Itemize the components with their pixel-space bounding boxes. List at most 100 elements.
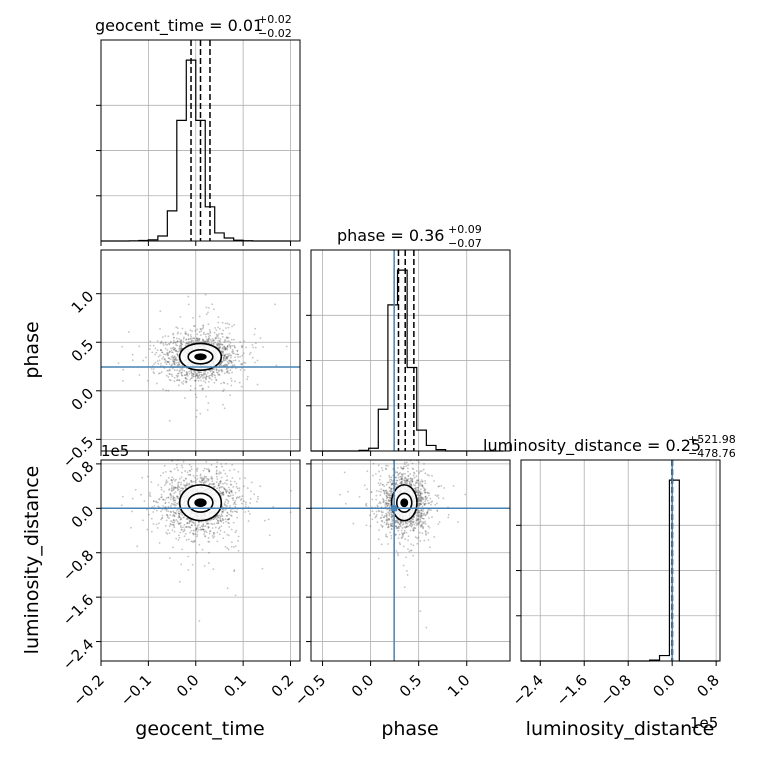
scatter-point [186,526,188,528]
scatter-point [376,504,379,507]
scatter-point [244,477,246,479]
scatter-point [389,494,391,497]
scatter-point [212,568,215,571]
scatter-point [389,531,392,534]
scatter-point [192,373,195,376]
scatter-point [171,523,174,526]
scatter-point [421,480,423,483]
scatter-point [165,513,168,516]
scatter-point [184,477,187,480]
scatter-point [218,489,221,492]
scatter-point [186,521,189,524]
scatter-point [196,333,198,336]
scatter-point [390,482,393,485]
scatter-point [231,349,234,351]
scatter-point [172,518,175,521]
scatter-point [175,518,178,521]
scatter-point [385,512,388,515]
scatter-point [202,339,205,341]
scatter-point [232,359,235,362]
scatter-point [202,477,204,480]
scatter-point [180,489,183,492]
scatter-point [215,343,218,346]
scatter-point [205,480,208,482]
scatter-point [222,359,225,362]
scatter-point [196,535,198,538]
scatter-point [377,464,380,467]
scatter-point [180,528,183,531]
scatter-point [160,510,162,513]
scatter-point [192,474,195,477]
scatter-point [195,527,198,530]
scatter-point [385,535,387,538]
scatter-point [220,349,222,352]
scatter-point [172,524,175,527]
scatter-point [380,511,383,514]
scatter-point [216,522,218,524]
scatter-point [424,496,427,499]
scatter-point [234,500,237,502]
scatter-point [214,485,216,488]
scatter-point [232,486,235,488]
scatter-point [196,467,199,470]
scatter-point [196,409,198,412]
scatter-point [211,527,214,529]
scatter-point [254,361,256,364]
scatter-point [227,336,230,339]
scatter-point [386,536,389,538]
scatter-point [413,476,416,479]
scatter-point [202,326,205,329]
scatter-point [437,523,440,526]
scatter-point [385,464,388,467]
scatter-point [164,341,167,344]
scatter-point [399,525,402,528]
scatter-point [197,371,200,373]
scatter-point [165,481,168,483]
scatter-point [380,488,382,491]
scatter-point [185,373,188,376]
scatter-point [402,467,405,470]
scatter-point [391,483,394,486]
scatter-point [205,338,208,341]
scatter-point [189,385,192,387]
scatter-point [228,353,231,355]
scatter-point [229,356,232,359]
scatter-point [172,546,174,549]
scatter-point [201,478,204,481]
scatter-point [230,384,233,387]
scatter-point [385,519,388,522]
scatter-point [198,543,201,546]
scatter-point [218,374,221,376]
scatter-point [221,510,224,513]
scatter-point [215,337,218,339]
scatter-point [400,475,403,478]
scatter-point [208,483,211,486]
scatter-point [231,510,234,513]
scatter-point [224,348,227,350]
scatter-point [285,345,288,348]
scatter-point [174,358,177,361]
scatter-point [200,481,203,484]
scatter-point [177,481,180,484]
scatter-point [212,483,215,486]
scatter-point [406,482,409,484]
scatter-point [231,491,233,494]
scatter-point [391,483,394,486]
scatter-point [414,487,417,490]
scatter-point [267,518,270,521]
scatter-point [223,355,226,358]
scatter-point [417,496,419,499]
scatter-point [215,333,218,336]
scatter-point [150,481,153,483]
scatter-point [422,517,424,520]
scatter-point [240,497,243,500]
scatter-point [190,371,193,374]
scatter-point [159,327,161,330]
scatter-point [386,492,389,495]
scatter-point [198,620,201,622]
scatter-point [218,472,220,475]
scatter-point [219,518,222,521]
scatter-point [182,484,185,486]
scatter-point [388,512,390,515]
scatter-point [197,528,200,531]
